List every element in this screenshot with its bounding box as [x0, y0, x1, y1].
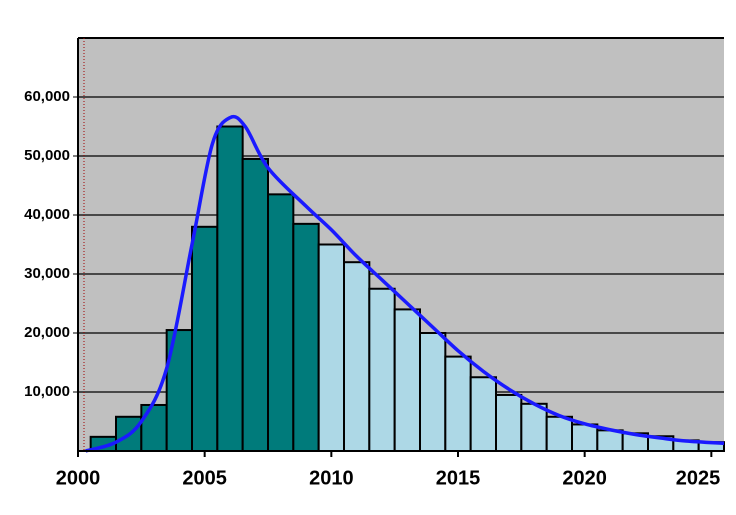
bar: [241, 157, 270, 452]
bar: [469, 376, 497, 452]
y-tick-label: 20,000: [24, 324, 70, 341]
bar: [444, 355, 472, 453]
bar: [343, 261, 371, 453]
bar: [216, 125, 244, 452]
bar: [571, 423, 599, 453]
x-tick-label: 2010: [309, 467, 354, 489]
y-tick-label: 50,000: [24, 147, 70, 164]
bar: [191, 225, 219, 452]
bar: [140, 403, 168, 453]
bar: [368, 287, 396, 452]
x-tick-label: 2020: [562, 467, 607, 489]
y-tick-label: 40,000: [24, 206, 70, 223]
x-tick-label: 2015: [436, 467, 481, 489]
y-tick-label: 30,000: [24, 265, 70, 282]
bar: [393, 308, 421, 452]
bar: [165, 329, 194, 452]
bar: [292, 222, 320, 452]
curve: [85, 114, 725, 453]
bar: [317, 243, 345, 452]
bar: [419, 332, 447, 452]
x-tick-label: 2025: [676, 467, 721, 489]
y-tick-label: 10,000: [24, 383, 70, 400]
bar: [545, 415, 574, 452]
x-tick-label: 2000: [56, 467, 101, 489]
bar: [267, 193, 295, 452]
y-tick-label: 60,000: [24, 88, 70, 105]
x-tick-label: 2005: [182, 467, 227, 489]
bar: [520, 402, 548, 452]
bar: [495, 393, 523, 453]
bar: [596, 429, 624, 453]
